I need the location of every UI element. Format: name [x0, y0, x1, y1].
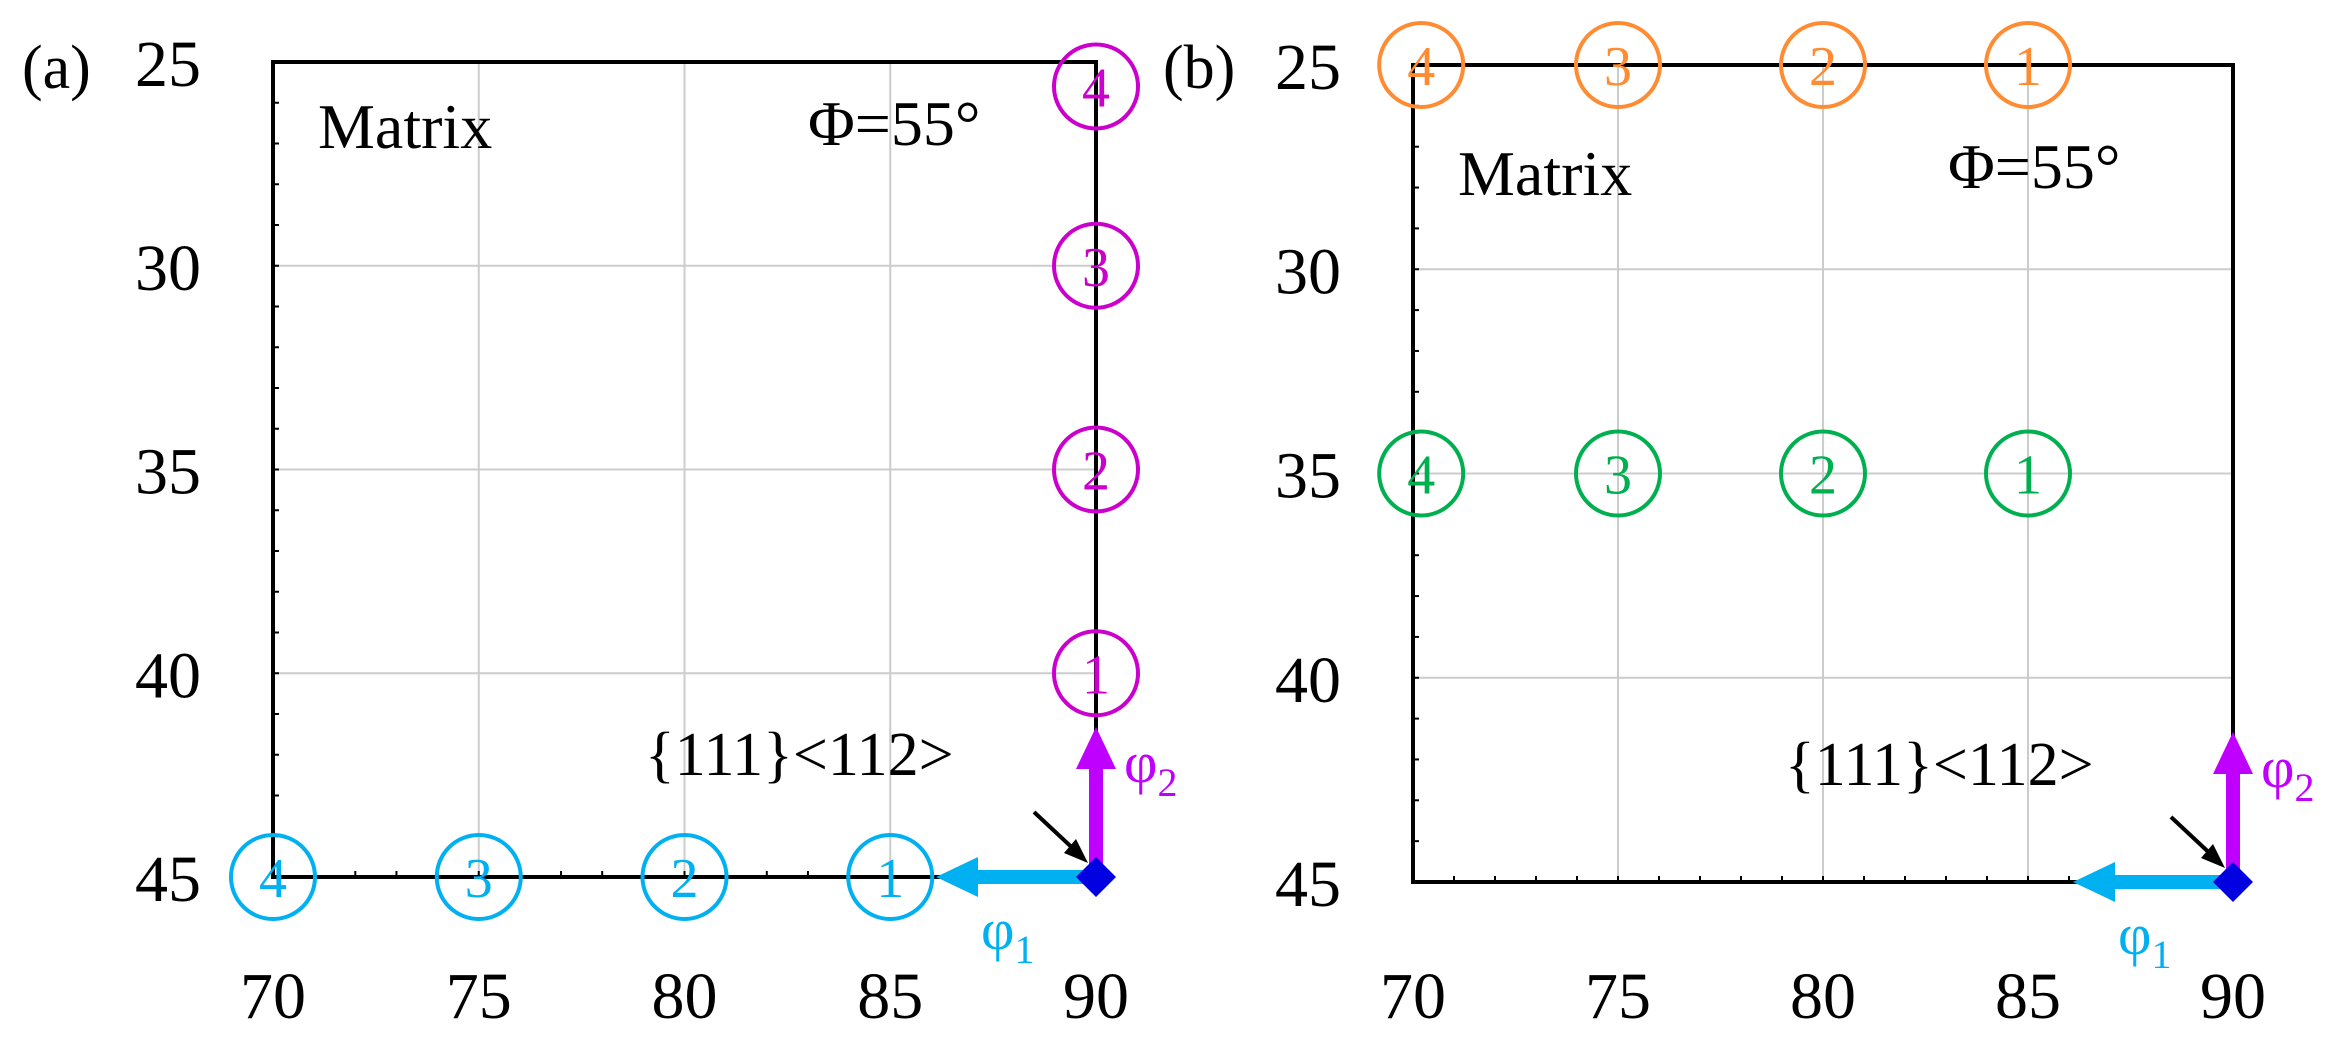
- phi1-arrowhead: [2073, 862, 2115, 902]
- origin-point: [1076, 857, 1116, 897]
- y-tick-label: 45: [1275, 848, 1341, 921]
- marker-circle: [1574, 429, 1662, 518]
- marker-label: 2: [671, 848, 699, 910]
- y-tick-label: 30: [1275, 235, 1341, 308]
- marker-label: 3: [465, 848, 493, 910]
- marker-circle: [229, 833, 317, 921]
- marker-label: 3: [1082, 237, 1110, 299]
- x-tick-label: 70: [240, 960, 306, 1033]
- marker-circle: [640, 833, 729, 921]
- phi-annotation: Φ=55°: [808, 88, 980, 159]
- matrix-annotation: Matrix: [318, 91, 492, 162]
- y-tick-label: 35: [1275, 440, 1341, 513]
- marker-circle: [1377, 21, 1466, 109]
- marker-circle: [1779, 21, 1867, 109]
- texture-annotation: {111}<112>: [645, 721, 954, 789]
- marker-circle: [1779, 429, 1867, 518]
- marker-label: 4: [1407, 445, 1435, 507]
- y-tick-label: 40: [135, 639, 201, 712]
- pointer-arrowhead: [1064, 839, 1088, 863]
- phi2-arrowhead: [1076, 727, 1116, 769]
- y-tick-label: 45: [135, 843, 201, 916]
- x-tick-label: 85: [857, 960, 923, 1033]
- marker-circle: [846, 833, 935, 921]
- panel-b: 70 75 80 85 90 25 30 35 40 45 (b) Matrix Φ=55° {111}<…: [1163, 21, 2314, 1033]
- x-tick-label: 90: [1063, 960, 1129, 1033]
- marker-label: 1: [1082, 644, 1110, 706]
- marker-circle: [1984, 21, 2072, 109]
- pointer-arrowhead: [2201, 844, 2225, 868]
- y-tick-label: 30: [135, 232, 201, 305]
- marker-circle: [434, 833, 523, 921]
- marker-label: 2: [1809, 445, 1837, 507]
- texture-annotation: {111}<112>: [1785, 731, 2094, 799]
- origin-point: [2213, 862, 2253, 902]
- marker-label: 4: [1407, 36, 1435, 98]
- phi2-label: φ2: [1124, 730, 1177, 805]
- phi1-label: φ1: [2118, 902, 2171, 977]
- y-tick-label: 25: [135, 28, 201, 101]
- marker-circle: [1052, 221, 1140, 310]
- marker-circle: [1574, 21, 1662, 109]
- phi2-arrowhead: [2213, 732, 2253, 774]
- matrix-annotation: Matrix: [1458, 138, 1632, 209]
- marker-label: 4: [1082, 57, 1110, 119]
- x-tick-label: 80: [1790, 960, 1856, 1033]
- marker-circle: [1052, 42, 1140, 131]
- panel-label: (a): [22, 34, 91, 102]
- phi1-arrowhead: [936, 857, 978, 897]
- x-tick-label: 75: [446, 960, 512, 1033]
- marker-label: 1: [2014, 36, 2042, 98]
- marker-label: 4: [259, 848, 287, 910]
- phi1-label: φ1: [981, 897, 1034, 972]
- marker-label: 1: [2014, 445, 2042, 507]
- marker-label: 3: [1604, 36, 1632, 98]
- x-tick-label: 70: [1380, 960, 1446, 1033]
- marker-circle: [1984, 429, 2072, 518]
- x-tick-label: 80: [652, 960, 718, 1033]
- x-tick-label: 85: [1995, 960, 2061, 1033]
- marker-circle: [1052, 425, 1140, 514]
- y-tick-label: 25: [1275, 31, 1341, 104]
- phi2-label: φ2: [2261, 735, 2314, 810]
- marker-circle: [1377, 429, 1466, 518]
- marker-label: 2: [1809, 36, 1837, 98]
- x-tick-label: 90: [2200, 960, 2266, 1033]
- marker-label: 2: [1082, 441, 1110, 503]
- y-tick-label: 35: [135, 436, 201, 509]
- phi-annotation: Φ=55°: [1948, 131, 2120, 202]
- marker-label: 1: [876, 848, 904, 910]
- panel-a: 70 75 80 85 90 25 30 35 40 45 (a) Matrix Φ=55° {111}<…: [22, 28, 1177, 1033]
- panel-label: (b): [1163, 34, 1235, 102]
- x-tick-label: 75: [1585, 960, 1651, 1033]
- y-tick-label: 40: [1275, 644, 1341, 717]
- marker-label: 3: [1604, 445, 1632, 507]
- marker-circle: [1052, 629, 1140, 718]
